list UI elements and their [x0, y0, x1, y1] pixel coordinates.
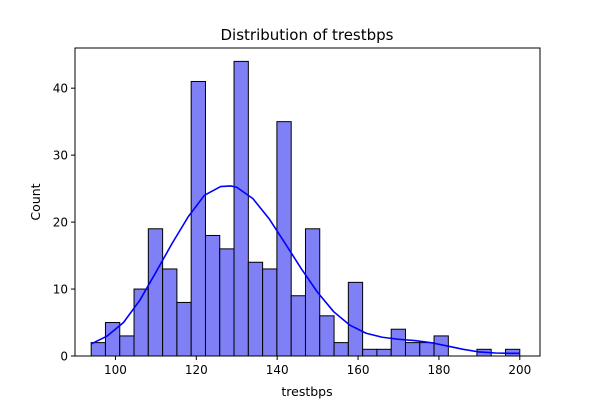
bars-layer [90, 60, 521, 357]
histogram-bar [190, 80, 206, 357]
histogram-bar [262, 268, 278, 357]
y-axis-ticks: 0 10 20 30 40 [53, 82, 75, 364]
y-tick-label: 30 [53, 149, 68, 163]
y-tick-label: 0 [60, 350, 68, 364]
y-tick-label: 10 [53, 283, 68, 297]
kde-curve [90, 185, 520, 355]
x-tick-label: 200 [508, 363, 531, 377]
y-tick-label: 20 [53, 216, 68, 230]
x-tick-label: 100 [104, 363, 127, 377]
plot-frame [74, 47, 541, 357]
histogram-bar [147, 228, 164, 357]
histogram-bar [333, 342, 349, 357]
histogram-bar [119, 335, 135, 357]
histogram-bar [162, 268, 178, 357]
histogram-bar [204, 234, 221, 357]
histogram-bar [390, 328, 406, 357]
y-tick-label: 40 [53, 82, 68, 96]
histogram-bar [419, 342, 435, 357]
histogram-bar [276, 121, 292, 357]
kde-layer [90, 185, 520, 355]
histogram-bar [404, 342, 421, 357]
histogram-bar [233, 60, 249, 357]
histogram-bar [90, 342, 106, 357]
histogram-bar [319, 315, 335, 357]
histogram-bar [347, 281, 364, 357]
x-tick-label: 160 [347, 363, 370, 377]
histogram-bar [376, 348, 392, 357]
x-tick-label: 180 [427, 363, 450, 377]
x-axis-label: trestbps [281, 384, 332, 399]
x-axis-ticks: 100 120 140 160 180 200 [104, 356, 531, 377]
histogram-bar [219, 248, 235, 357]
histogram-bar [247, 261, 264, 357]
chart-title: Distribution of trestbps [220, 26, 393, 44]
histogram-bar [362, 348, 378, 357]
histogram-bar [176, 301, 192, 357]
y-axis-label: Count [28, 183, 43, 220]
x-tick-label: 120 [185, 363, 208, 377]
x-tick-label: 140 [266, 363, 289, 377]
histogram-bar [290, 295, 306, 357]
